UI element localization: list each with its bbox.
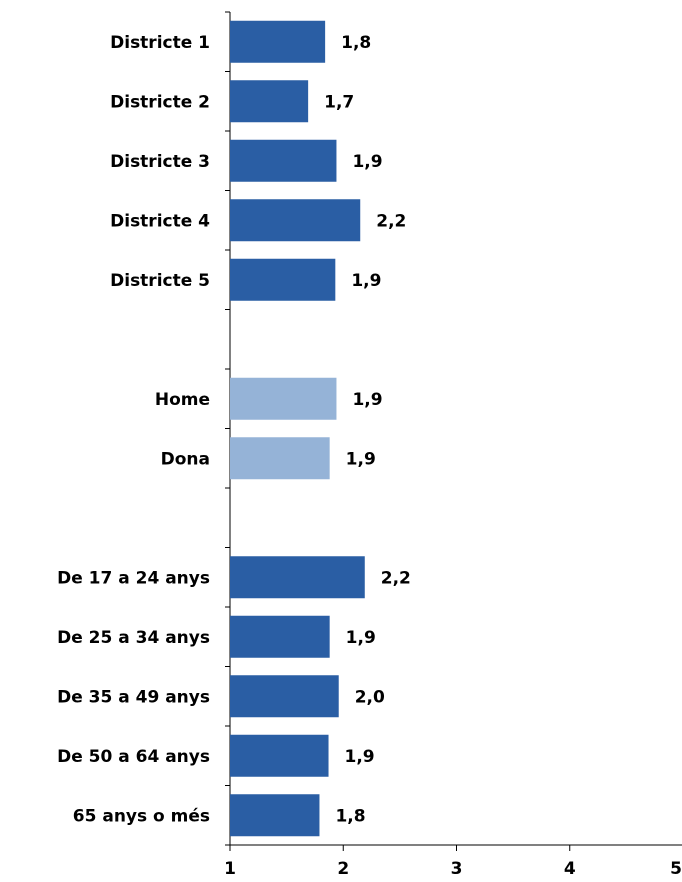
bar-de-35-a-49-anys xyxy=(230,675,339,717)
category-label-de-25-a-34-anys: De 25 a 34 anys xyxy=(57,628,210,648)
category-label-65-anys-o-m-s: 65 anys o més xyxy=(73,806,210,826)
value-label-home: 1,9 xyxy=(352,390,382,410)
category-label-dona: Dona xyxy=(161,449,210,469)
bar-de-25-a-34-anys xyxy=(230,616,330,658)
value-label-districte-5: 1,9 xyxy=(351,271,381,291)
value-label-dona: 1,9 xyxy=(346,449,376,469)
category-label-de-35-a-49-anys: De 35 a 49 anys xyxy=(57,687,210,707)
value-label-districte-4: 2,2 xyxy=(376,211,406,231)
value-label-de-17-a-24-anys: 2,2 xyxy=(381,568,411,588)
category-labels: Districte 1 Districte 2 Districte 3 Distric… xyxy=(57,33,210,827)
category-label-districte-5: Districte 5 xyxy=(110,271,210,291)
category-label-districte-1: Districte 1 xyxy=(110,33,210,53)
category-label-districte-2: Districte 2 xyxy=(110,92,210,112)
bar-de-50-a-64-anys xyxy=(230,735,329,777)
category-label-districte-4: Districte 4 xyxy=(110,211,210,231)
value-label-de-35-a-49-anys: 2,0 xyxy=(355,687,385,707)
x-tick-label-4: 4 xyxy=(564,859,576,879)
bars xyxy=(230,21,365,837)
x-axis-ticks: 1 2 3 4 5 xyxy=(224,845,682,879)
value-label-65-anys-o-m-s: 1,8 xyxy=(335,806,365,826)
value-label-de-25-a-34-anys: 1,9 xyxy=(346,628,376,648)
value-label-districte-3: 1,9 xyxy=(352,152,382,172)
bar-districte-4 xyxy=(230,199,360,241)
bar-dona xyxy=(230,437,330,479)
value-label-districte-2: 1,7 xyxy=(324,92,354,112)
category-label-de-50-a-64-anys: De 50 a 64 anys xyxy=(57,747,210,767)
x-tick-label-1: 1 xyxy=(224,859,236,879)
value-label-de-50-a-64-anys: 1,9 xyxy=(345,747,375,767)
bar-districte-1 xyxy=(230,21,325,63)
bar-de-17-a-24-anys xyxy=(230,556,365,598)
bar-65-anys-o-m-s xyxy=(230,794,319,836)
bar-home xyxy=(230,378,336,420)
x-tick-label-2: 2 xyxy=(337,859,349,879)
x-tick-label-5: 5 xyxy=(670,859,682,879)
value-label-districte-1: 1,8 xyxy=(341,33,371,53)
axes xyxy=(225,12,682,845)
bar-districte-5 xyxy=(230,259,335,301)
category-label-districte-3: Districte 3 xyxy=(110,152,210,172)
x-tick-label-3: 3 xyxy=(451,859,463,879)
category-label-home: Home xyxy=(155,390,210,410)
bar-districte-2 xyxy=(230,80,308,122)
bar-districte-3 xyxy=(230,140,336,182)
category-label-de-17-a-24-anys: De 17 a 24 anys xyxy=(57,568,210,588)
